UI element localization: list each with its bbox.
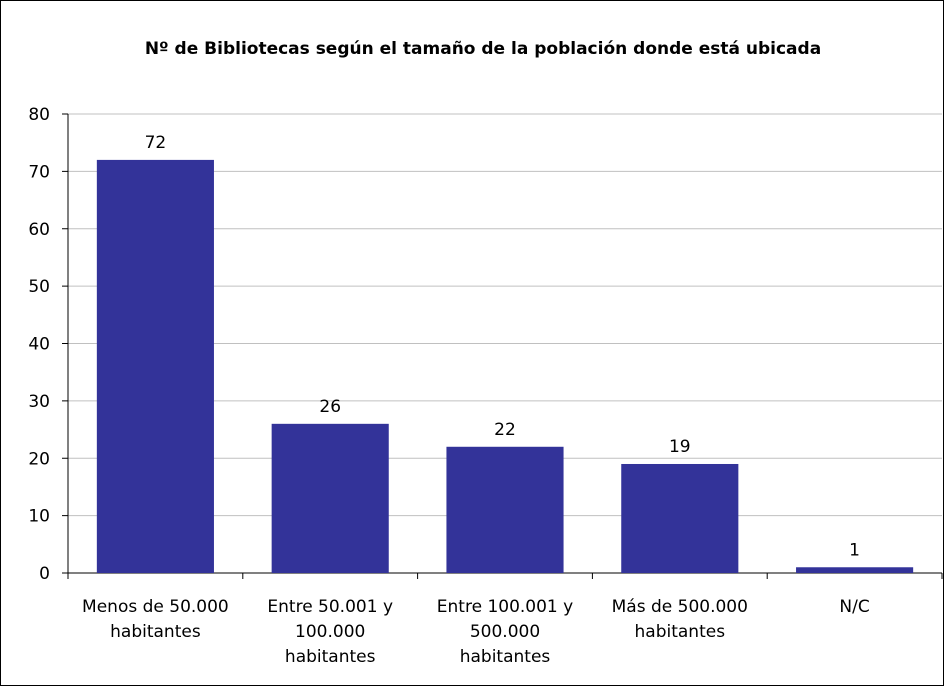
bar <box>446 446 564 573</box>
bar <box>796 567 914 573</box>
y-tick-label: 70 <box>28 162 50 182</box>
y-tick-label: 80 <box>28 105 50 125</box>
y-tick-label: 20 <box>28 449 50 469</box>
data-label: 22 <box>494 420 516 440</box>
data-label: 19 <box>669 437 691 457</box>
data-labels: 72 26 22 19 1 <box>145 133 860 560</box>
data-label: 26 <box>319 397 341 417</box>
y-tick-label: 10 <box>28 507 50 527</box>
y-tick-label: 50 <box>28 277 50 297</box>
data-label: 72 <box>145 133 167 153</box>
category-label: Más de 500.000 habitantes <box>612 597 748 642</box>
bar <box>96 159 214 573</box>
category-label: Entre 100.001 y 500.000 habitantes <box>437 597 573 667</box>
y-tick-label: 40 <box>28 335 50 355</box>
category-label: N/C <box>839 597 869 617</box>
chart-title: Nº de Bibliotecas según el tamaño de la … <box>145 39 821 59</box>
data-label: 1 <box>849 540 860 560</box>
y-axis-ticks: 0 10 20 30 40 50 60 70 80 <box>28 105 68 584</box>
category-label: Menos de 50.000 habitantes <box>82 597 229 642</box>
category-label: Entre 50.001 y 100.000 habitantes <box>267 597 393 667</box>
bar <box>621 463 739 573</box>
bar <box>271 423 389 573</box>
y-tick-label: 0 <box>39 564 50 584</box>
y-tick-label: 60 <box>28 220 50 240</box>
y-tick-label: 30 <box>28 392 50 412</box>
bars <box>96 159 914 573</box>
